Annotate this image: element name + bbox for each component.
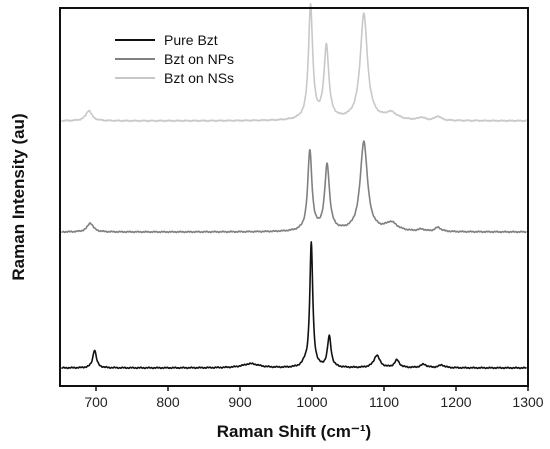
x-axis-ticks: 700 800 900 1000 1100 1200 1300	[84, 386, 544, 410]
x-axis-title: Raman Shift (cm⁻¹)	[217, 422, 371, 441]
x-tick-label-1200: 1200	[440, 394, 471, 410]
series-line-bzt-on-nss	[61, 3, 528, 123]
legend-label-pure-bzt: Pure Bzt	[164, 32, 218, 48]
y-axis-title: Raman Intensity (au)	[9, 113, 28, 280]
x-tick-label-1000: 1000	[296, 394, 327, 410]
x-tick-label-1300: 1300	[512, 394, 543, 410]
legend-label-bzt-on-nss: Bzt on NSs	[164, 70, 234, 86]
x-tick-label-800: 800	[156, 394, 180, 410]
x-tick-label-900: 900	[228, 394, 252, 410]
series-line-pure-bzt	[60, 241, 527, 370]
x-tick-label-1100: 1100	[369, 394, 399, 410]
legend-label-bzt-on-nps: Bzt on NPs	[164, 51, 234, 67]
plot-frame	[59, 7, 529, 387]
series-line-bzt-on-nps	[60, 140, 527, 234]
legend: Pure Bzt Bzt on NPs Bzt on NSs	[115, 32, 234, 86]
series-layer	[60, 3, 528, 370]
x-tick-label-700: 700	[84, 394, 108, 410]
